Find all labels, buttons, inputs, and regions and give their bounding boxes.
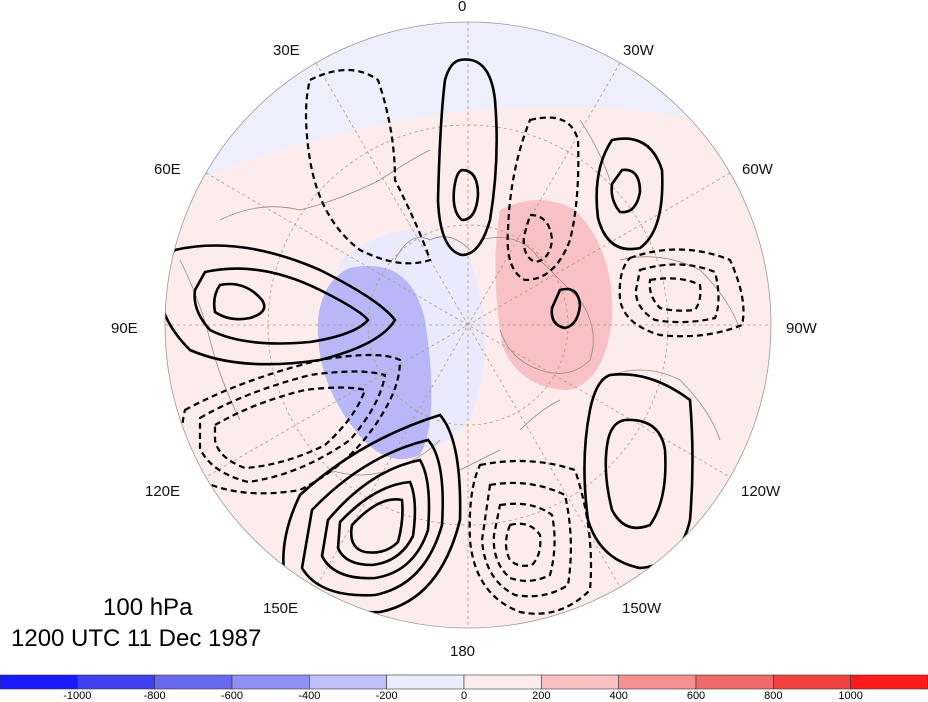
lon-label-150e: 150E: [263, 600, 299, 617]
colorbar-tick-label: -800: [143, 690, 166, 702]
colorbar-swatch: [541, 674, 619, 690]
lon-label-90w: 90W: [786, 320, 817, 337]
lon-label-30e: 30E: [273, 42, 300, 59]
colorbar-swatch: [618, 674, 697, 690]
contours-negative: [181, 69, 745, 615]
colorbar-swatch: [0, 674, 78, 690]
colorbar-tick-label: -200: [375, 690, 398, 702]
colorbar-swatch: [773, 674, 851, 690]
colorbar-tick-label: -400: [298, 690, 321, 702]
time-label: 1200 UTC 11 Dec 1987: [11, 625, 262, 652]
lon-label-90e: 90E: [111, 320, 138, 337]
lon-label-150w: 150W: [622, 600, 662, 617]
lon-label-60e: 60E: [154, 161, 181, 178]
colorbar-swatch: [154, 674, 233, 690]
colorbar-swatch: [695, 674, 774, 690]
colorbar-tick-label: -1000: [63, 690, 92, 702]
colorbar-swatch: [386, 674, 465, 690]
map-border: [164, 21, 772, 629]
lon-label-60w: 60W: [742, 161, 773, 178]
lon-label-120w: 120W: [741, 483, 781, 500]
colorbar-tick-label: 400: [609, 690, 628, 702]
colorbar-swatch: [231, 674, 310, 690]
lon-label-0: 0: [458, 0, 467, 15]
colorbar-swatch: [77, 674, 155, 690]
level-label: 100 hPa: [103, 594, 193, 621]
colorbar-swatch: [850, 674, 928, 690]
colorbar-tick-label: 800: [764, 690, 783, 702]
shading-blue-max: [317, 265, 432, 460]
contours-positive: [165, 58, 694, 614]
colorbar-tick-label: 1000: [838, 690, 863, 702]
colorbar-tick-label: -600: [220, 690, 244, 702]
lon-label-120e: 120E: [145, 483, 181, 500]
colorbar-swatch: [309, 674, 387, 690]
shading-red-max: [495, 200, 613, 390]
lon-label-180: 180: [450, 643, 476, 660]
colorbar: [0, 674, 928, 690]
colorbar-tick-label: 600: [686, 690, 706, 702]
lon-label-30w: 30W: [623, 42, 654, 59]
colorbar-tick-label: 0: [460, 690, 468, 702]
colorbar-swatch: [463, 674, 542, 690]
colorbar-tick-label: 200: [532, 690, 551, 702]
